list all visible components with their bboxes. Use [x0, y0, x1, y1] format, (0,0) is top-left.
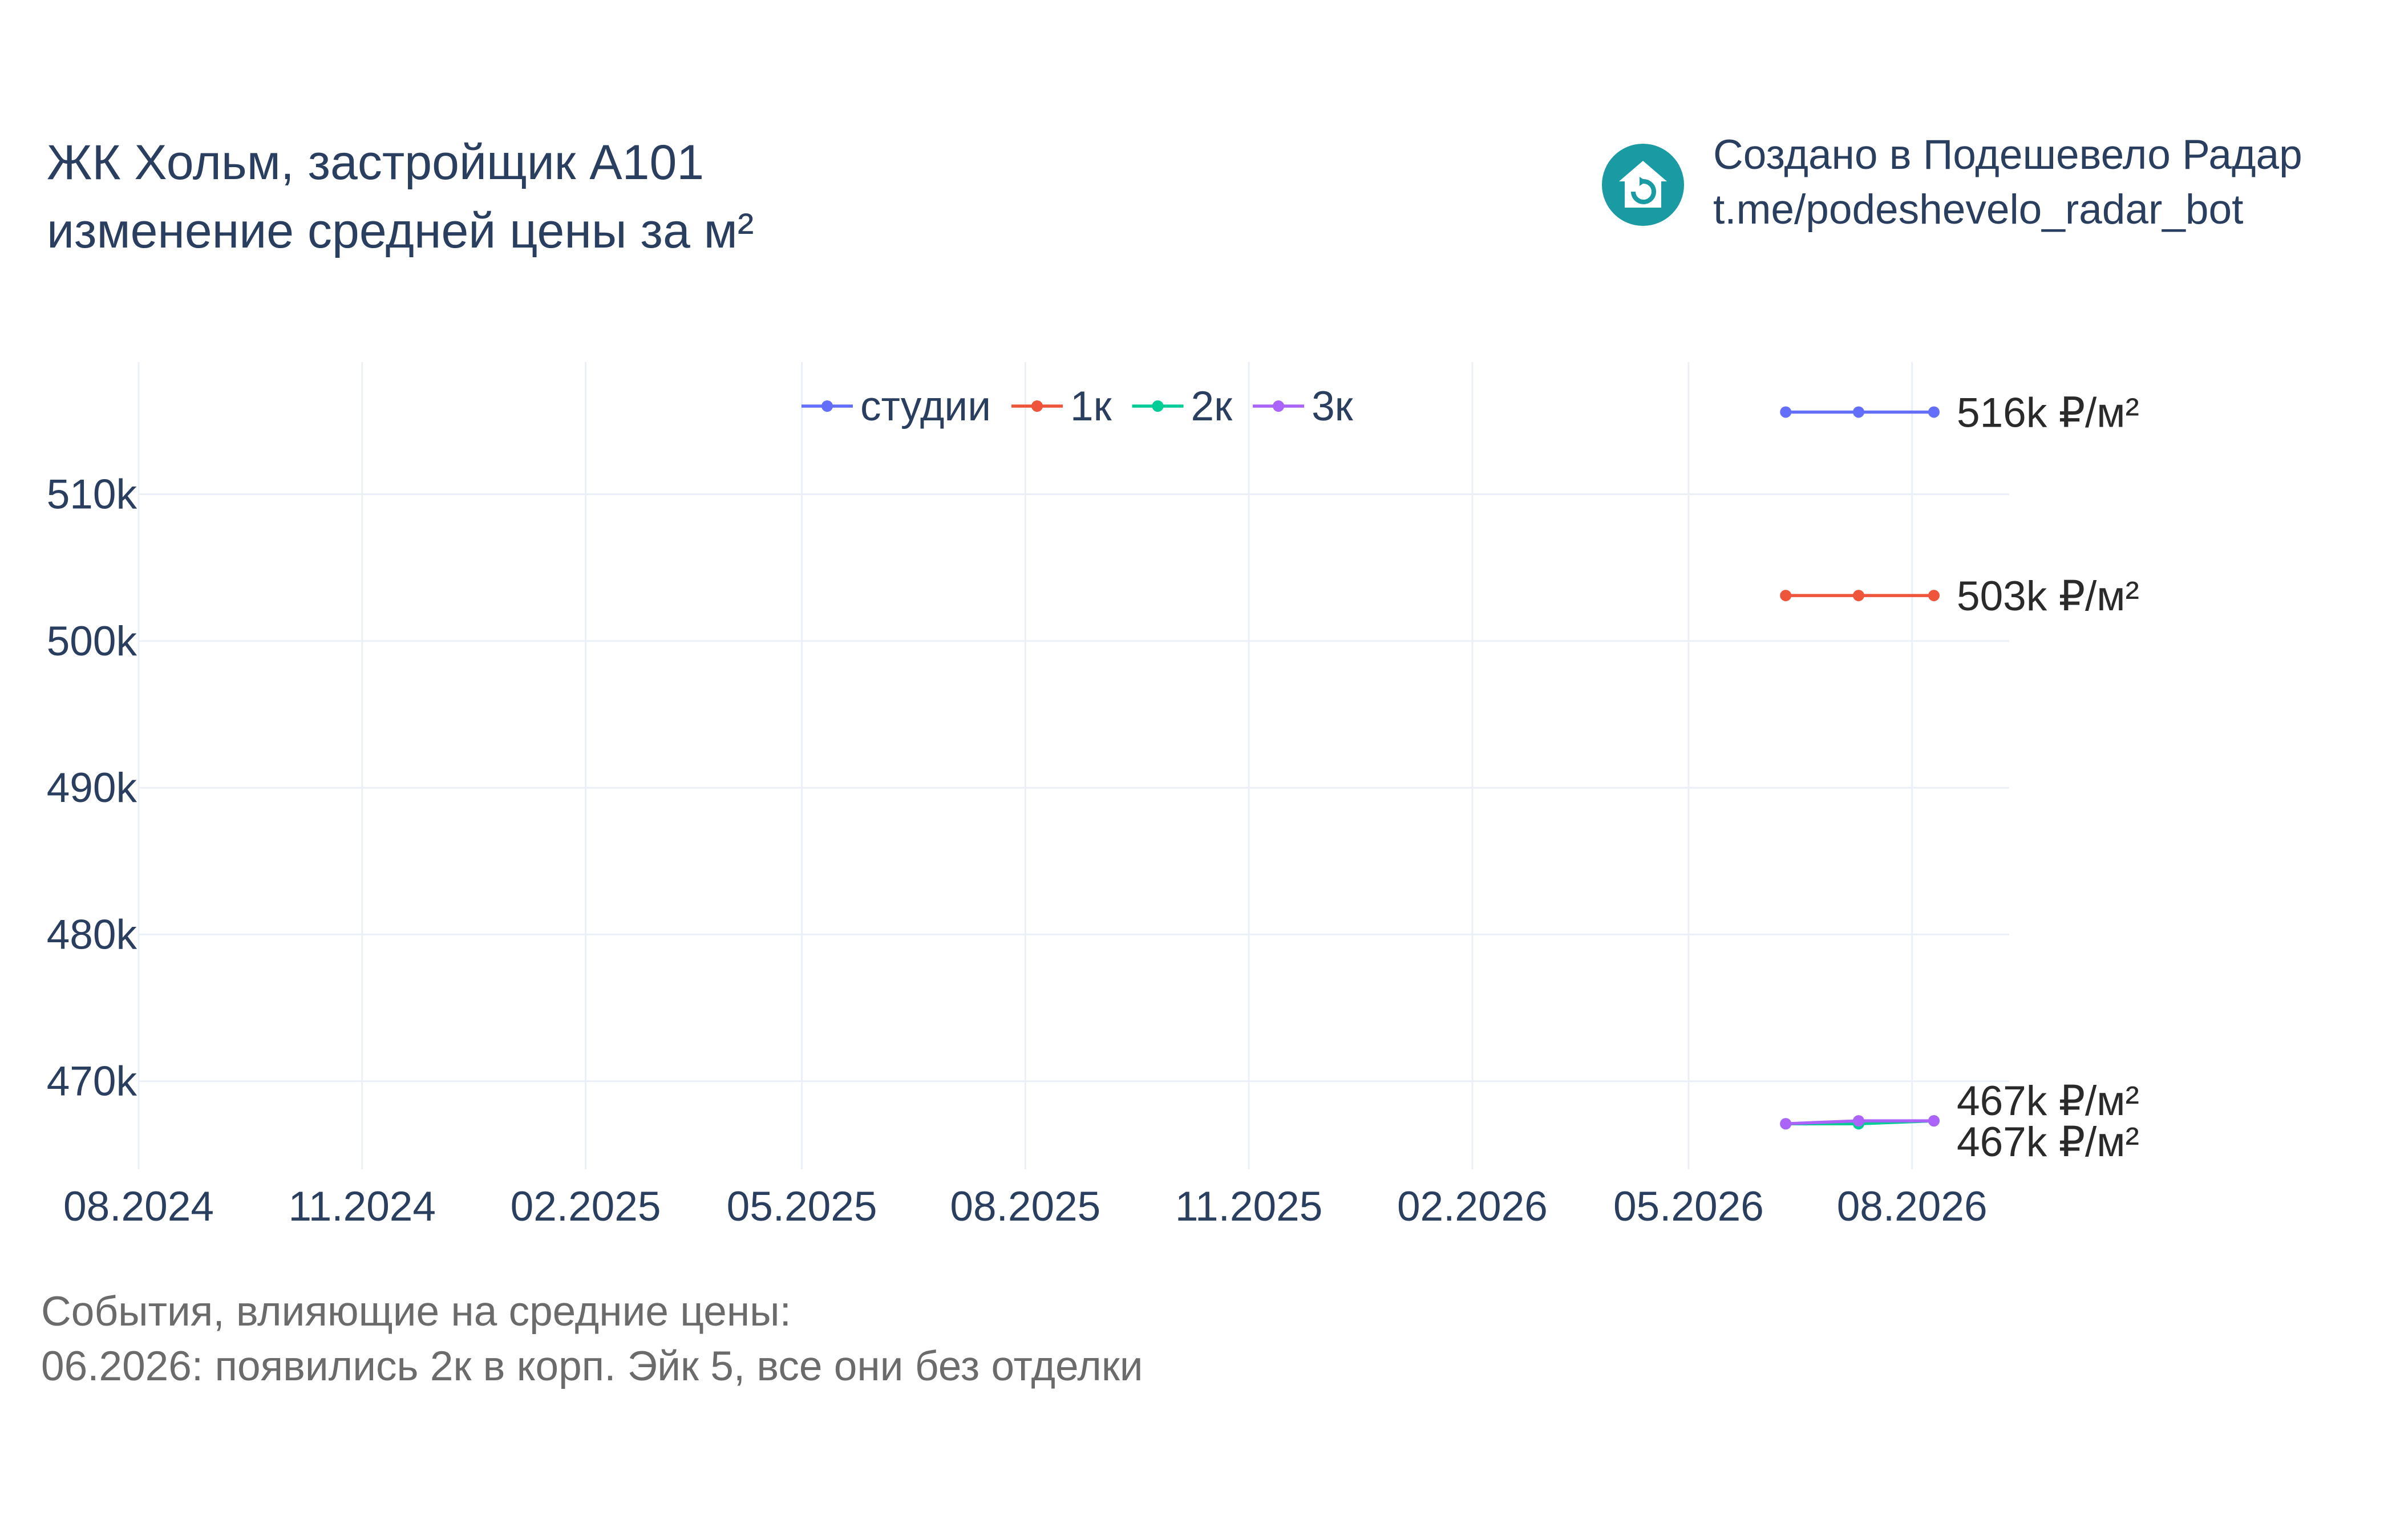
y-axis-tick-labels: 470k 480k 490k 500k 510k [47, 472, 137, 1105]
events-heading: События, влияющие на средние цены: [41, 1288, 791, 1335]
legend-label: 1к [1070, 383, 1112, 429]
legend-label: студии [860, 383, 991, 429]
house-refresh-icon [1602, 144, 1684, 226]
y-tick-label: 510k [47, 472, 137, 518]
x-tick-label: 08.2024 [63, 1184, 214, 1230]
series-2 [1780, 590, 1940, 602]
branding-line-1: Создано в Подешевело Радар [1713, 132, 2302, 178]
chart-title-line-1: ЖК Хольм, застройщик А101 [47, 135, 705, 190]
y-tick-label: 470k [47, 1059, 137, 1105]
x-tick-label: 02.2025 [511, 1184, 661, 1230]
series-lines [1780, 406, 1940, 1130]
series-end-label: 503k ₽/м² [1957, 573, 2139, 619]
data-point[interactable] [1928, 1115, 1940, 1127]
legend-item[interactable]: 1к [1011, 383, 1112, 429]
data-point[interactable] [1928, 590, 1940, 602]
y-tick-label: 500k [47, 618, 137, 664]
y-tick-label: 480k [47, 911, 137, 958]
legend-marker [1152, 400, 1164, 412]
legend-item[interactable]: 3к [1253, 383, 1354, 429]
x-tick-label: 05.2025 [727, 1184, 877, 1230]
legend-marker [1273, 400, 1285, 412]
x-tick-label: 02.2026 [1397, 1184, 1548, 1230]
x-tick-label: 05.2026 [1613, 1184, 1764, 1230]
series-4 [1780, 1115, 1940, 1130]
legend-label: 3к [1312, 383, 1354, 429]
x-tick-label: 11.2024 [289, 1184, 436, 1230]
legend: студии 1к 2к 3к [802, 383, 1354, 429]
legend-item[interactable]: студии [802, 383, 991, 429]
legend-item[interactable]: 2к [1132, 383, 1233, 429]
data-point[interactable] [1928, 406, 1940, 418]
data-point[interactable] [1852, 590, 1864, 602]
data-point[interactable] [1780, 406, 1792, 418]
x-tick-label: 11.2025 [1175, 1184, 1322, 1230]
chart-title-line-2: изменение средней цены за м² [47, 204, 754, 258]
series-end-label: 467k ₽/м² [1957, 1078, 2139, 1124]
series-end-label: 467k ₽/м² [1957, 1119, 2139, 1165]
data-point[interactable] [1852, 1115, 1864, 1127]
x-tick-label: 08.2025 [950, 1184, 1100, 1230]
series-end-label: 516k ₽/м² [1957, 390, 2139, 436]
data-point[interactable] [1852, 406, 1864, 418]
legend-marker [1031, 400, 1043, 412]
grid-lines [137, 362, 2009, 1169]
x-axis-tick-labels: 08.2024 11.2024 02.2025 05.2025 08.2025 11.20… [63, 1184, 1988, 1230]
x-tick-label: 08.2026 [1837, 1184, 1988, 1230]
branding-line-2[interactable]: t.me/podeshevelo_radar_bot [1713, 187, 2244, 233]
event-item: 06.2026: появились 2к в корп. Эйк 5, все… [41, 1343, 1143, 1389]
legend-label: 2к [1191, 383, 1233, 429]
data-point[interactable] [1780, 1118, 1792, 1130]
y-tick-label: 490k [47, 765, 137, 811]
data-point[interactable] [1780, 590, 1792, 602]
legend-marker [821, 400, 833, 412]
series-1 [1780, 406, 1940, 418]
